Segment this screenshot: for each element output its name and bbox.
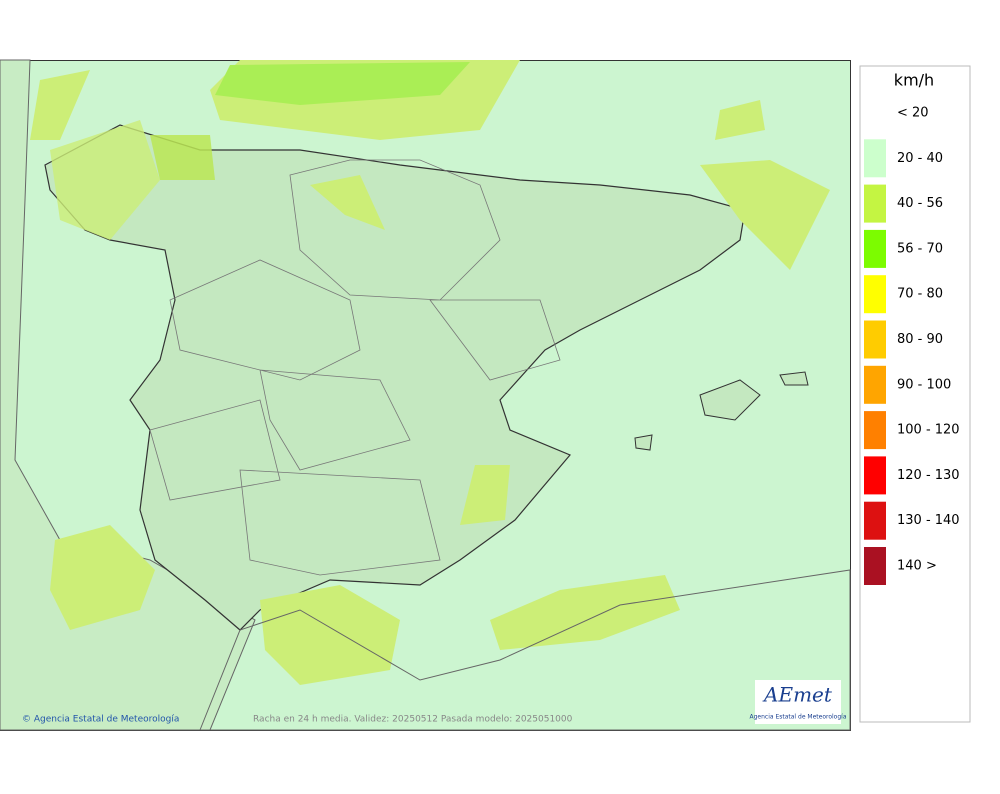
legend-swatch xyxy=(864,547,886,585)
island xyxy=(634,434,653,451)
wind-zone xyxy=(700,160,830,270)
legend-label: 20 - 40 xyxy=(897,151,943,166)
legend-label: 90 - 100 xyxy=(897,377,951,392)
map: AEmet Agencia Estatal de Meteorología © … xyxy=(0,59,851,731)
wind-zone xyxy=(310,175,385,230)
coastline xyxy=(199,569,851,731)
region-border xyxy=(149,159,561,576)
legend-label: 40 - 56 xyxy=(897,196,943,211)
legend-label: < 20 xyxy=(897,106,929,121)
logo-subtitle: Agencia Estatal de Meteorología xyxy=(750,714,847,721)
logo: AEmet xyxy=(762,683,833,707)
island xyxy=(699,379,761,421)
wind-zone xyxy=(50,525,155,630)
legend-label: 120 - 130 xyxy=(897,468,960,483)
legend-label: 80 - 90 xyxy=(897,332,943,347)
wind-zone xyxy=(715,100,765,140)
legend-label: 100 - 120 xyxy=(897,423,960,438)
legend-swatch xyxy=(864,456,886,495)
legend-unit: km/h xyxy=(894,71,934,90)
wind-zone xyxy=(460,465,510,525)
legend-swatch xyxy=(864,275,886,314)
legend-label: 70 - 80 xyxy=(897,287,943,302)
legend-swatch xyxy=(864,501,886,540)
legend: < 20 20 - 40 40 - 56 56 - 70 70 - 80 80 - 90 9… xyxy=(864,106,960,585)
legend-swatch xyxy=(864,411,886,450)
wind-zone xyxy=(490,575,680,650)
logo-box xyxy=(755,680,841,724)
legend-swatch xyxy=(864,229,886,268)
wind-zone xyxy=(50,120,160,240)
caption: Racha en 24 h media. Validez: 20250512 P… xyxy=(253,715,573,725)
island xyxy=(779,371,809,386)
legend-label: 56 - 70 xyxy=(897,241,943,256)
legend-label: 140 > xyxy=(897,559,937,574)
land xyxy=(44,124,746,631)
legend-swatch xyxy=(864,184,886,223)
wind-zone xyxy=(30,70,90,140)
wind-zone xyxy=(150,135,215,180)
wind-zone xyxy=(215,62,470,105)
wind-zone xyxy=(260,585,400,685)
legend-swatch xyxy=(864,365,886,404)
legend-label: 130 - 140 xyxy=(897,513,960,528)
credit: © Agencia Estatal de Meteorología xyxy=(22,715,179,725)
legend-swatch xyxy=(864,139,886,178)
legend-swatch xyxy=(864,320,886,359)
